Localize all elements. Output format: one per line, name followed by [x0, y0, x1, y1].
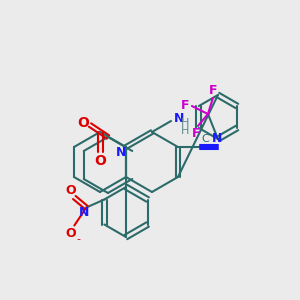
Text: F: F — [192, 128, 200, 140]
Text: F: F — [181, 100, 189, 112]
Text: O: O — [77, 116, 89, 130]
Text: C: C — [201, 134, 209, 144]
Text: -: - — [76, 235, 80, 244]
Text: N: N — [174, 112, 184, 124]
Text: H: H — [181, 118, 189, 128]
Text: H: H — [181, 126, 189, 136]
Text: O: O — [65, 184, 76, 197]
Text: O: O — [65, 227, 76, 240]
Text: F: F — [209, 85, 217, 98]
Text: O: O — [94, 154, 106, 168]
Text: N: N — [212, 133, 222, 146]
Text: N: N — [116, 146, 126, 158]
Text: N: N — [79, 206, 89, 219]
